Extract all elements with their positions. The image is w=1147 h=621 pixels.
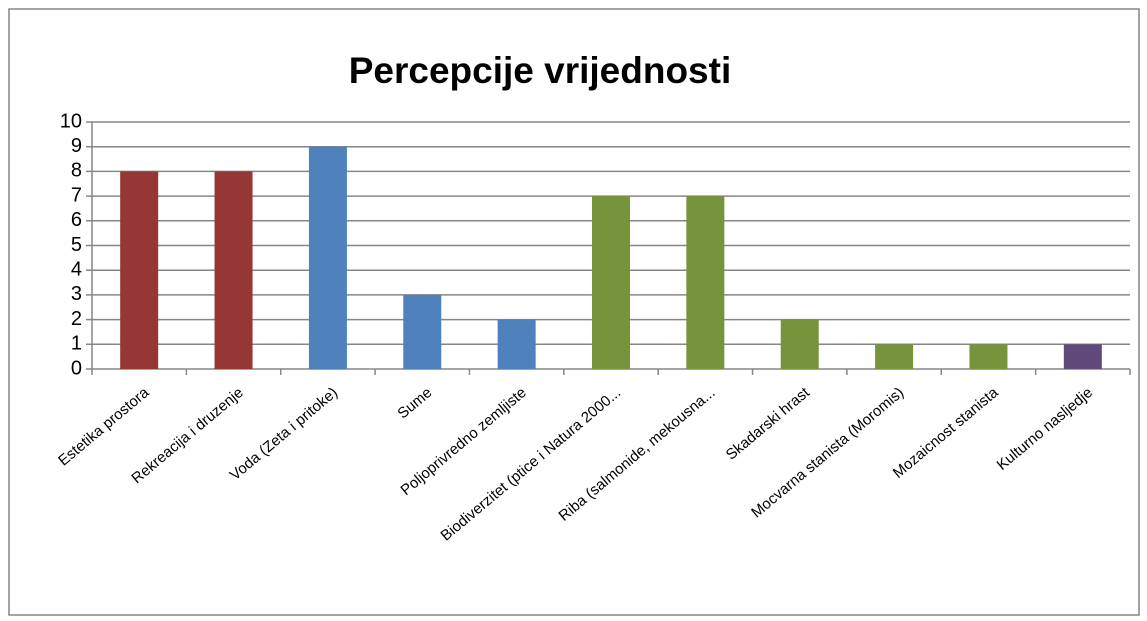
bar bbox=[1063, 344, 1102, 369]
bar bbox=[403, 294, 442, 369]
y-tick-label: 5 bbox=[71, 234, 82, 256]
bar bbox=[120, 171, 159, 369]
bar bbox=[969, 344, 1008, 369]
y-tick-label: 2 bbox=[71, 308, 82, 330]
bar bbox=[592, 196, 630, 369]
y-tick-label: 7 bbox=[71, 184, 82, 206]
y-tick-label: 6 bbox=[71, 209, 82, 231]
y-tick-label: 3 bbox=[71, 283, 82, 305]
bar bbox=[214, 171, 253, 369]
chart-frame bbox=[8, 8, 1140, 616]
y-tick-label: 9 bbox=[71, 135, 82, 157]
bar bbox=[308, 146, 347, 369]
y-tick-label: 10 bbox=[60, 110, 82, 132]
chart-title: Percepcije vrijednosti bbox=[349, 50, 732, 91]
bar bbox=[780, 319, 819, 369]
y-tick-label: 4 bbox=[71, 258, 82, 280]
bar bbox=[875, 344, 914, 369]
bar bbox=[686, 196, 725, 369]
y-tick-label: 1 bbox=[71, 333, 82, 355]
y-tick-label: 0 bbox=[71, 357, 82, 379]
bar bbox=[497, 319, 536, 369]
y-tick-label: 8 bbox=[71, 160, 82, 182]
